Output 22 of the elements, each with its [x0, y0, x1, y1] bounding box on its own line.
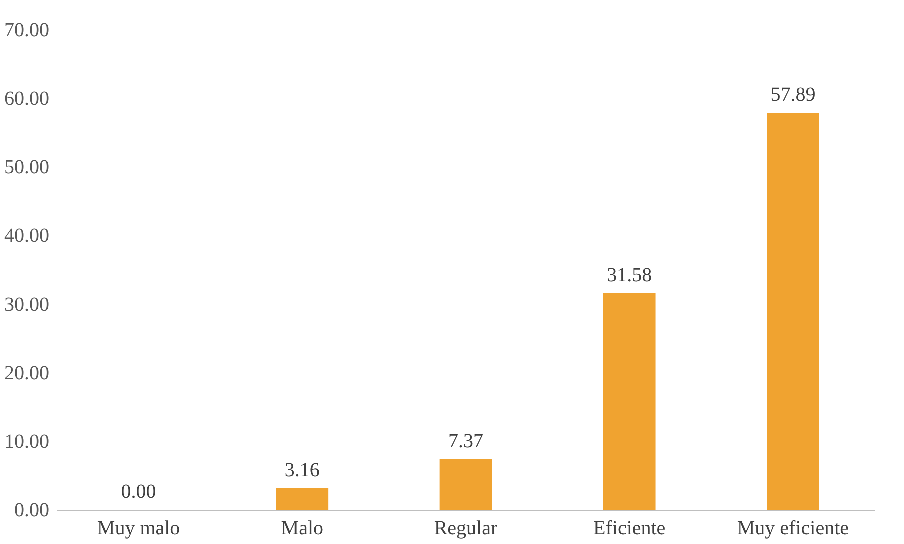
bar [767, 113, 820, 510]
y-tick-label: 20.00 [4, 362, 50, 384]
y-tick-label: 10.00 [4, 430, 50, 453]
y-tick-label: 70.00 [4, 20, 50, 42]
data-label: 31.58 [607, 264, 652, 286]
x-tick-label: Regular [434, 518, 498, 540]
data-label: 7.37 [448, 430, 484, 452]
data-label: 0.00 [121, 481, 156, 503]
y-tick-label: 40.00 [4, 225, 50, 248]
y-tick-label: 0.00 [14, 500, 50, 522]
x-tick-label: Muy malo [97, 518, 180, 540]
y-tick-label: 60.00 [4, 88, 50, 110]
data-label: 3.16 [284, 459, 320, 482]
bar [276, 488, 329, 510]
x-tick-label: Malo [281, 518, 324, 540]
y-tick-label: 50.00 [4, 156, 50, 179]
bar [440, 459, 492, 510]
x-tick-label: Eficiente [594, 518, 666, 540]
bar [603, 293, 656, 510]
data-label: 57.89 [770, 84, 816, 106]
y-tick-label: 30.00 [4, 294, 50, 316]
x-tick-label: Muy eficiente [737, 518, 850, 540]
